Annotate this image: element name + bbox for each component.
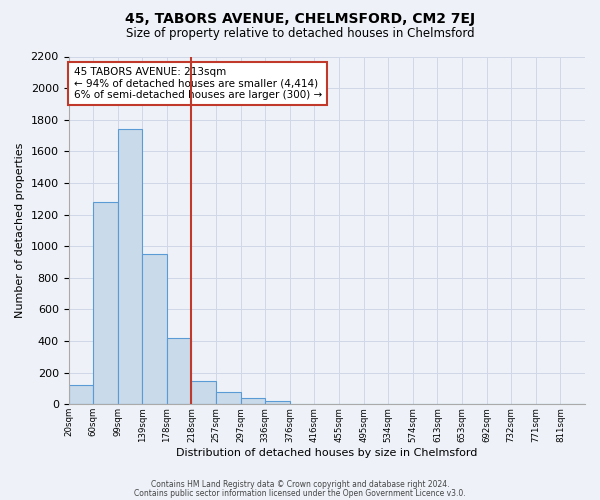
Text: 45 TABORS AVENUE: 213sqm
← 94% of detached houses are smaller (4,414)
6% of semi: 45 TABORS AVENUE: 213sqm ← 94% of detach…	[74, 67, 322, 100]
Y-axis label: Number of detached properties: Number of detached properties	[15, 142, 25, 318]
Bar	[265, 401, 290, 404]
Bar	[93, 202, 118, 404]
Bar	[167, 338, 191, 404]
Text: Contains HM Land Registry data © Crown copyright and database right 2024.: Contains HM Land Registry data © Crown c…	[151, 480, 449, 489]
Bar	[241, 398, 265, 404]
Text: 45, TABORS AVENUE, CHELMSFORD, CM2 7EJ: 45, TABORS AVENUE, CHELMSFORD, CM2 7EJ	[125, 12, 475, 26]
X-axis label: Distribution of detached houses by size in Chelmsford: Distribution of detached houses by size …	[176, 448, 478, 458]
Bar	[68, 386, 93, 404]
Text: Contains public sector information licensed under the Open Government Licence v3: Contains public sector information licen…	[134, 489, 466, 498]
Bar	[118, 129, 142, 404]
Text: Size of property relative to detached houses in Chelmsford: Size of property relative to detached ho…	[125, 28, 475, 40]
Bar	[216, 392, 241, 404]
Bar	[191, 380, 216, 404]
Bar	[142, 254, 167, 404]
